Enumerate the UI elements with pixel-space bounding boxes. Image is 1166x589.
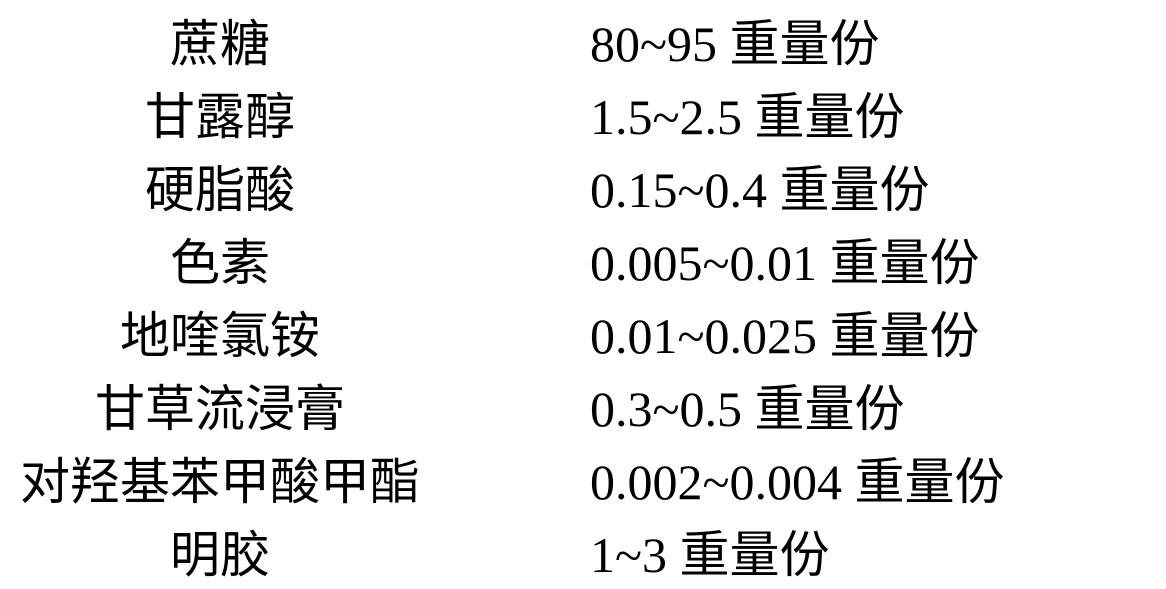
ingredient-label: 对羟基苯甲酸甲酯 — [0, 446, 440, 519]
ingredient-value: 0.01~0.025 重量份 — [590, 300, 980, 373]
table-row: 硬脂酸 0.15~0.4 重量份 — [0, 154, 1166, 227]
table-row: 对羟基苯甲酸甲酯 0.002~0.004 重量份 — [0, 446, 1166, 519]
table-row: 甘露醇 1.5~2.5 重量份 — [0, 81, 1166, 154]
ingredient-value: 0.002~0.004 重量份 — [590, 446, 1005, 519]
ingredient-value: 80~95 重量份 — [590, 8, 880, 81]
table-row: 色素 0.005~0.01 重量份 — [0, 227, 1166, 300]
ingredient-label: 色素 — [0, 227, 440, 300]
ingredient-value: 1~3 重量份 — [590, 519, 830, 589]
ingredient-label: 甘草流浸膏 — [0, 373, 440, 446]
ingredient-label: 蔗糖 — [0, 8, 440, 81]
ingredient-label: 甘露醇 — [0, 81, 440, 154]
ingredient-table: 蔗糖 80~95 重量份甘露醇 1.5~2.5 重量份硬脂酸 0.15~0.4 重量份… — [0, 0, 1166, 589]
table-row: 明胶 1~3 重量份 — [0, 519, 1166, 589]
ingredient-label: 地喹氯铵 — [0, 300, 440, 373]
ingredient-value: 0.15~0.4 重量份 — [590, 154, 930, 227]
ingredient-value: 0.005~0.01 重量份 — [590, 227, 980, 300]
table-row: 蔗糖 80~95 重量份 — [0, 8, 1166, 81]
ingredient-value: 0.3~0.5 重量份 — [590, 373, 905, 446]
ingredient-value: 1.5~2.5 重量份 — [590, 81, 905, 154]
ingredient-label: 硬脂酸 — [0, 154, 440, 227]
table-row: 甘草流浸膏 0.3~0.5 重量份 — [0, 373, 1166, 446]
table-row: 地喹氯铵 0.01~0.025 重量份 — [0, 300, 1166, 373]
ingredient-label: 明胶 — [0, 519, 440, 589]
